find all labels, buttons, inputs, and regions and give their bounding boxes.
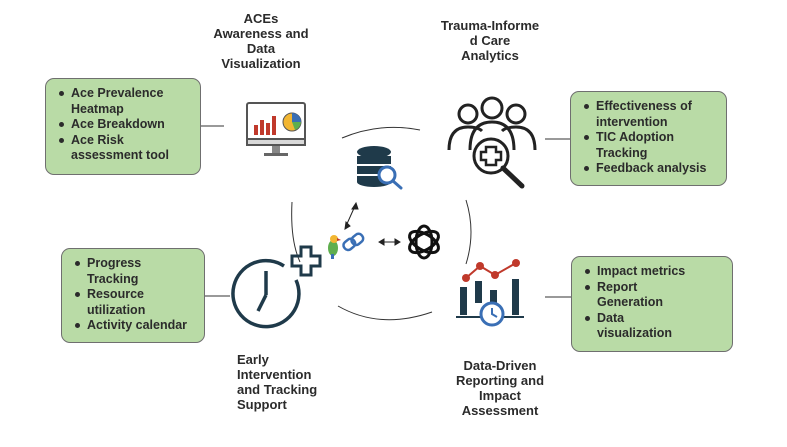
title-early: Early Intervention and Tracking Support bbox=[237, 352, 318, 412]
center-arrows bbox=[344, 201, 401, 246]
clock-plus-icon bbox=[231, 245, 322, 329]
box-aces-features: Ace Prevalence Heatmap Ace Breakdown Ace… bbox=[45, 78, 201, 175]
box-trauma-features: Effectiveness of intervention TIC Adopti… bbox=[570, 91, 727, 186]
analytics-chart-icon bbox=[456, 259, 524, 327]
title-reporting: Data-Driven Reporting and Impact Assessm… bbox=[455, 358, 545, 418]
list-item: Feedback analysis bbox=[583, 161, 716, 177]
list-item: Ace Breakdown bbox=[58, 117, 190, 133]
database-search-icon bbox=[357, 146, 403, 190]
box-early-features: Progress Tracking Resource utilization A… bbox=[61, 248, 205, 343]
ring-arc-right bbox=[465, 199, 472, 265]
early-feature-list: Progress Tracking Resource utilization A… bbox=[74, 256, 194, 334]
list-item: Activity calendar bbox=[74, 318, 194, 334]
ring-arc-bottom bbox=[337, 305, 433, 321]
box-reporting-features: Impact metrics Report Generation Data vi… bbox=[571, 256, 733, 352]
ring-arc-top bbox=[341, 126, 421, 139]
list-item: Ace Risk assessment tool bbox=[58, 133, 190, 164]
title-aces: ACEs Awareness and Data Visualization bbox=[213, 11, 309, 71]
aces-feature-list: Ace Prevalence Heatmap Ace Breakdown Ace… bbox=[58, 86, 190, 164]
list-item: Ace Prevalence Heatmap bbox=[58, 86, 190, 117]
list-item: TIC Adoption Tracking bbox=[583, 130, 716, 161]
list-item: Data visualization bbox=[584, 311, 722, 342]
team-medical-icon bbox=[447, 96, 537, 189]
trauma-feature-list: Effectiveness of intervention TIC Adopti… bbox=[583, 99, 716, 177]
monitor-chart-icon bbox=[246, 102, 306, 156]
parrot-link-icon bbox=[328, 232, 365, 259]
list-item: Impact metrics bbox=[584, 264, 722, 280]
list-item: Report Generation bbox=[584, 280, 722, 311]
list-item: Progress Tracking bbox=[74, 256, 194, 287]
list-item: Resource utilization bbox=[74, 287, 194, 318]
ring-arc-left bbox=[291, 201, 301, 263]
list-item: Effectiveness of intervention bbox=[583, 99, 716, 130]
title-trauma: Trauma-Informe d Care Analytics bbox=[440, 18, 540, 63]
center-ring bbox=[291, 126, 472, 321]
reporting-feature-list: Impact metrics Report Generation Data vi… bbox=[584, 264, 722, 342]
openai-knot-icon bbox=[408, 224, 440, 260]
